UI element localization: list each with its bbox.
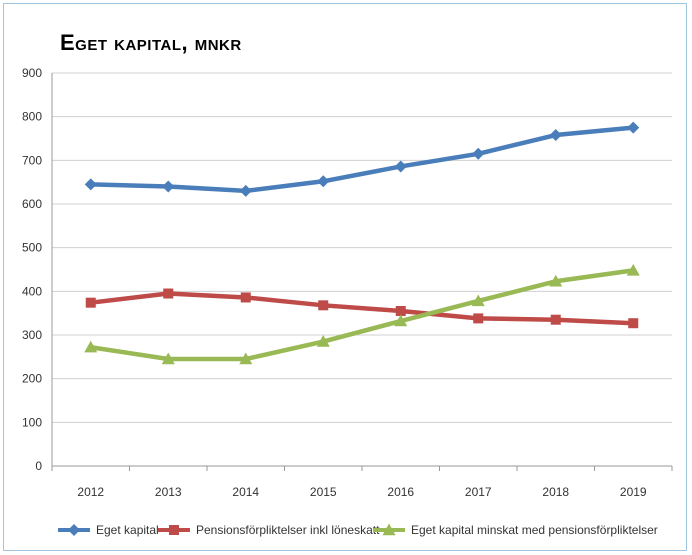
x-tick-label: 2012 xyxy=(77,485,104,499)
legend-marker xyxy=(169,525,179,535)
y-tick-label: 700 xyxy=(22,153,42,167)
legend-marker xyxy=(382,523,396,536)
series-1 xyxy=(84,121,640,197)
y-tick-label: 900 xyxy=(22,66,42,80)
y-tick-label: 500 xyxy=(22,241,42,255)
data-point xyxy=(394,160,407,173)
x-tick-label: 2019 xyxy=(620,485,647,499)
axes: 0 100 200 300 400 500 600 700 800 900 2012 2013 2014… xyxy=(22,66,673,499)
gridlines xyxy=(52,72,672,423)
data-point xyxy=(240,292,251,303)
data-point xyxy=(473,313,484,324)
x-tick-label: 2014 xyxy=(232,485,259,499)
x-tick-label: 2017 xyxy=(465,485,492,499)
series-line xyxy=(88,125,636,194)
data-point xyxy=(549,129,562,142)
x-tick-label: 2016 xyxy=(387,485,414,499)
chart-title: Eget kapital, mnkr xyxy=(60,30,242,55)
x-tick-label: 2018 xyxy=(542,485,569,499)
y-tick-label: 0 xyxy=(35,459,42,473)
data-point xyxy=(162,180,175,193)
y-tick-label: 100 xyxy=(22,415,42,429)
y-tick-label: 600 xyxy=(22,197,42,211)
legend-item-3: Eget kapital minskat med pensionsförplik… xyxy=(373,523,658,537)
data-point xyxy=(85,297,96,308)
legend-label: Pensionsförpliktelser inkl löneskatt xyxy=(196,523,380,537)
data-point xyxy=(549,274,563,287)
data-point xyxy=(626,263,640,276)
legend-marker xyxy=(68,524,80,536)
y-tick-label: 400 xyxy=(22,284,42,298)
legend-item-2: Pensionsförpliktelser inkl löneskatt xyxy=(158,523,380,537)
data-point xyxy=(627,121,640,134)
data-point xyxy=(628,318,639,329)
x-tick-label: 2013 xyxy=(155,485,182,499)
series-3 xyxy=(84,263,640,365)
series-2 xyxy=(85,288,639,329)
series xyxy=(84,121,640,365)
data-point xyxy=(318,300,329,311)
legend-label: Eget kapital xyxy=(96,523,159,537)
data-point xyxy=(317,175,330,188)
data-point xyxy=(163,288,174,299)
data-point xyxy=(316,335,330,347)
data-point xyxy=(472,147,485,160)
series-line xyxy=(88,291,636,326)
data-point xyxy=(394,314,408,327)
data-point xyxy=(161,352,175,365)
series-line xyxy=(88,268,636,362)
data-point xyxy=(471,294,485,307)
y-tick-label: 300 xyxy=(22,328,42,342)
x-tick-label: 2015 xyxy=(310,485,337,499)
data-point xyxy=(395,305,406,316)
data-point xyxy=(84,340,98,353)
data-point xyxy=(239,352,253,365)
y-tick-label: 200 xyxy=(22,372,42,386)
legend-item-1: Eget kapital xyxy=(58,523,159,537)
data-point xyxy=(84,178,97,191)
y-tick-label: 800 xyxy=(22,110,42,124)
legend: Eget kapital Pensionsförpliktelser inkl l… xyxy=(58,523,658,537)
data-point xyxy=(550,314,561,325)
data-point xyxy=(239,184,252,197)
legend-label: Eget kapital minskat med pensionsförplik… xyxy=(411,523,658,537)
